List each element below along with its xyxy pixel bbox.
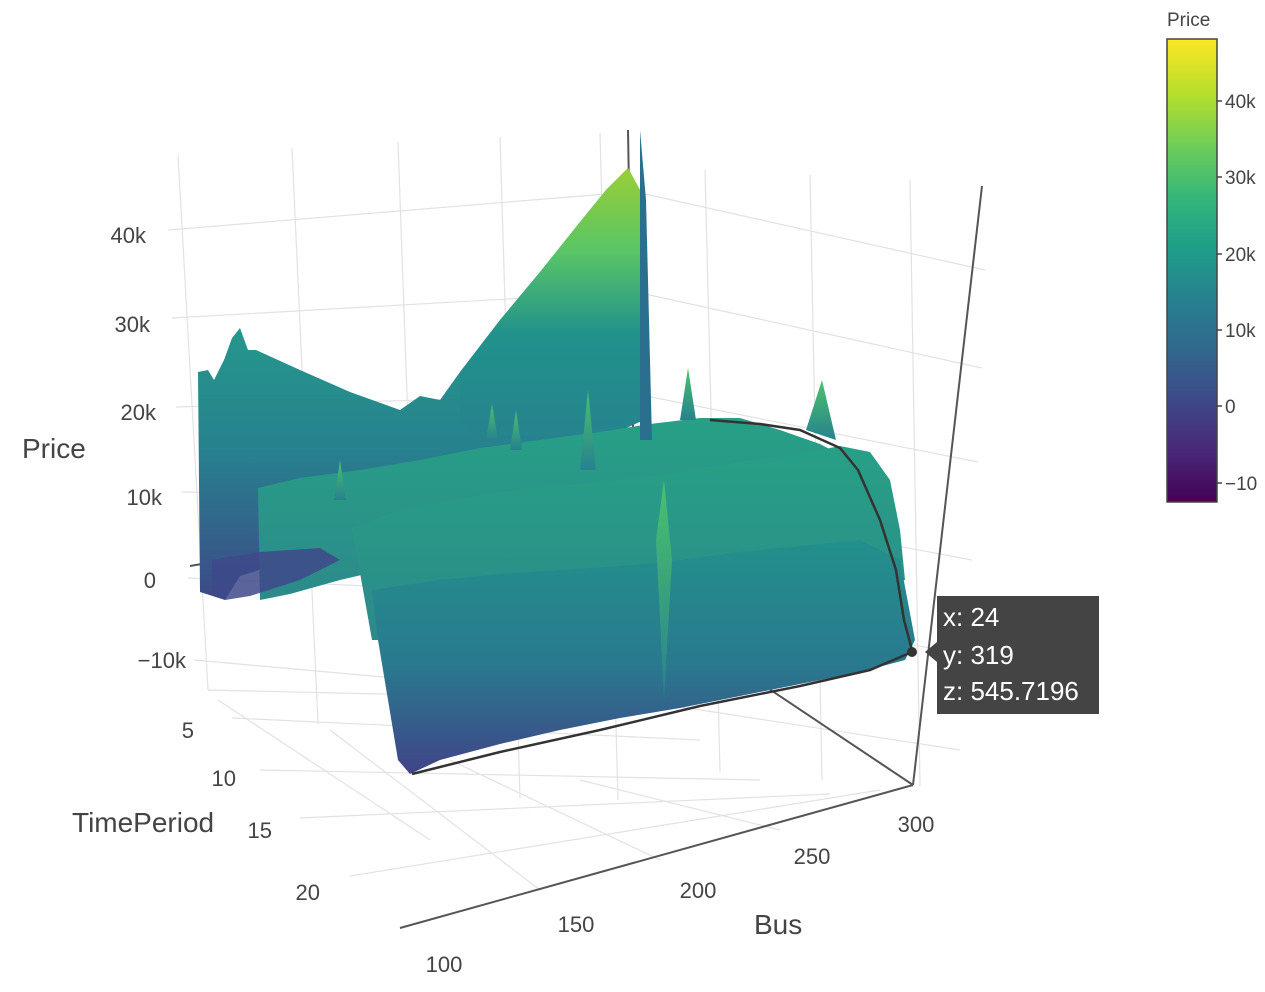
surface-ridge-line (709, 418, 914, 651)
colorbar-tick: 40k (1225, 92, 1256, 113)
surface-spike[interactable] (580, 390, 596, 470)
y-tick: 100 (426, 952, 463, 977)
x-axis: 5 10 15 20 TimePeriod (72, 718, 320, 905)
surface-spike[interactable] (680, 368, 696, 420)
z-tick: 40k (111, 223, 147, 248)
y-axis: 100 150 200 250 300 Bus (426, 812, 935, 977)
y-tick: 200 (680, 878, 717, 903)
colorbar-tick: −10 (1225, 474, 1257, 495)
hover-z: z: 545.7196 (943, 676, 1079, 706)
colorbar: Price 40k 30k 20k 10k 0 −10 (1166, 10, 1257, 503)
z-tick: −10k (138, 648, 187, 673)
surface-front-face[interactable] (372, 540, 915, 774)
surface-base-left[interactable] (212, 548, 340, 600)
colorbar-gradient (1166, 38, 1218, 503)
y-tick: 150 (558, 912, 595, 937)
z-axis: 40k 30k 20k 10k 0 −10k Price (22, 223, 187, 673)
hover-tooltip: x: 24 y: 319 z: 545.7196 (907, 596, 1099, 714)
colorbar-tick: 10k (1225, 321, 1256, 342)
x-tick: 5 (182, 718, 194, 743)
y-axis-title: Bus (754, 909, 802, 940)
surface-spike[interactable] (640, 130, 652, 440)
y-tick: 300 (898, 812, 935, 837)
colorbar-tick: 0 (1225, 397, 1236, 418)
x-tick: 15 (248, 818, 272, 843)
z-tick: 20k (121, 400, 157, 425)
surface-spike[interactable] (656, 480, 672, 700)
surface[interactable] (198, 130, 915, 776)
z-tick: 30k (115, 312, 151, 337)
x-axis-title: TimePeriod (72, 807, 214, 838)
surface-edge-line (411, 650, 913, 776)
z-axis-title: Price (22, 433, 86, 464)
y-tick: 250 (794, 844, 831, 869)
hover-x: x: 24 (943, 602, 999, 632)
surface-spike[interactable] (510, 410, 522, 450)
surface-peak[interactable] (460, 168, 644, 445)
x-tick: 10 (212, 766, 236, 791)
z-tick: 10k (127, 485, 163, 510)
colorbar-title: Price (1167, 10, 1210, 31)
z-tick: 0 (144, 568, 156, 593)
hover-y: y: 319 (943, 640, 1014, 670)
surface-spike[interactable] (334, 460, 346, 500)
x-tick: 20 (296, 880, 320, 905)
colorbar-tick: 20k (1225, 245, 1256, 266)
surface-spike[interactable] (486, 404, 498, 440)
surface-spike[interactable] (806, 380, 836, 440)
colorbar-tick: 30k (1225, 168, 1256, 189)
